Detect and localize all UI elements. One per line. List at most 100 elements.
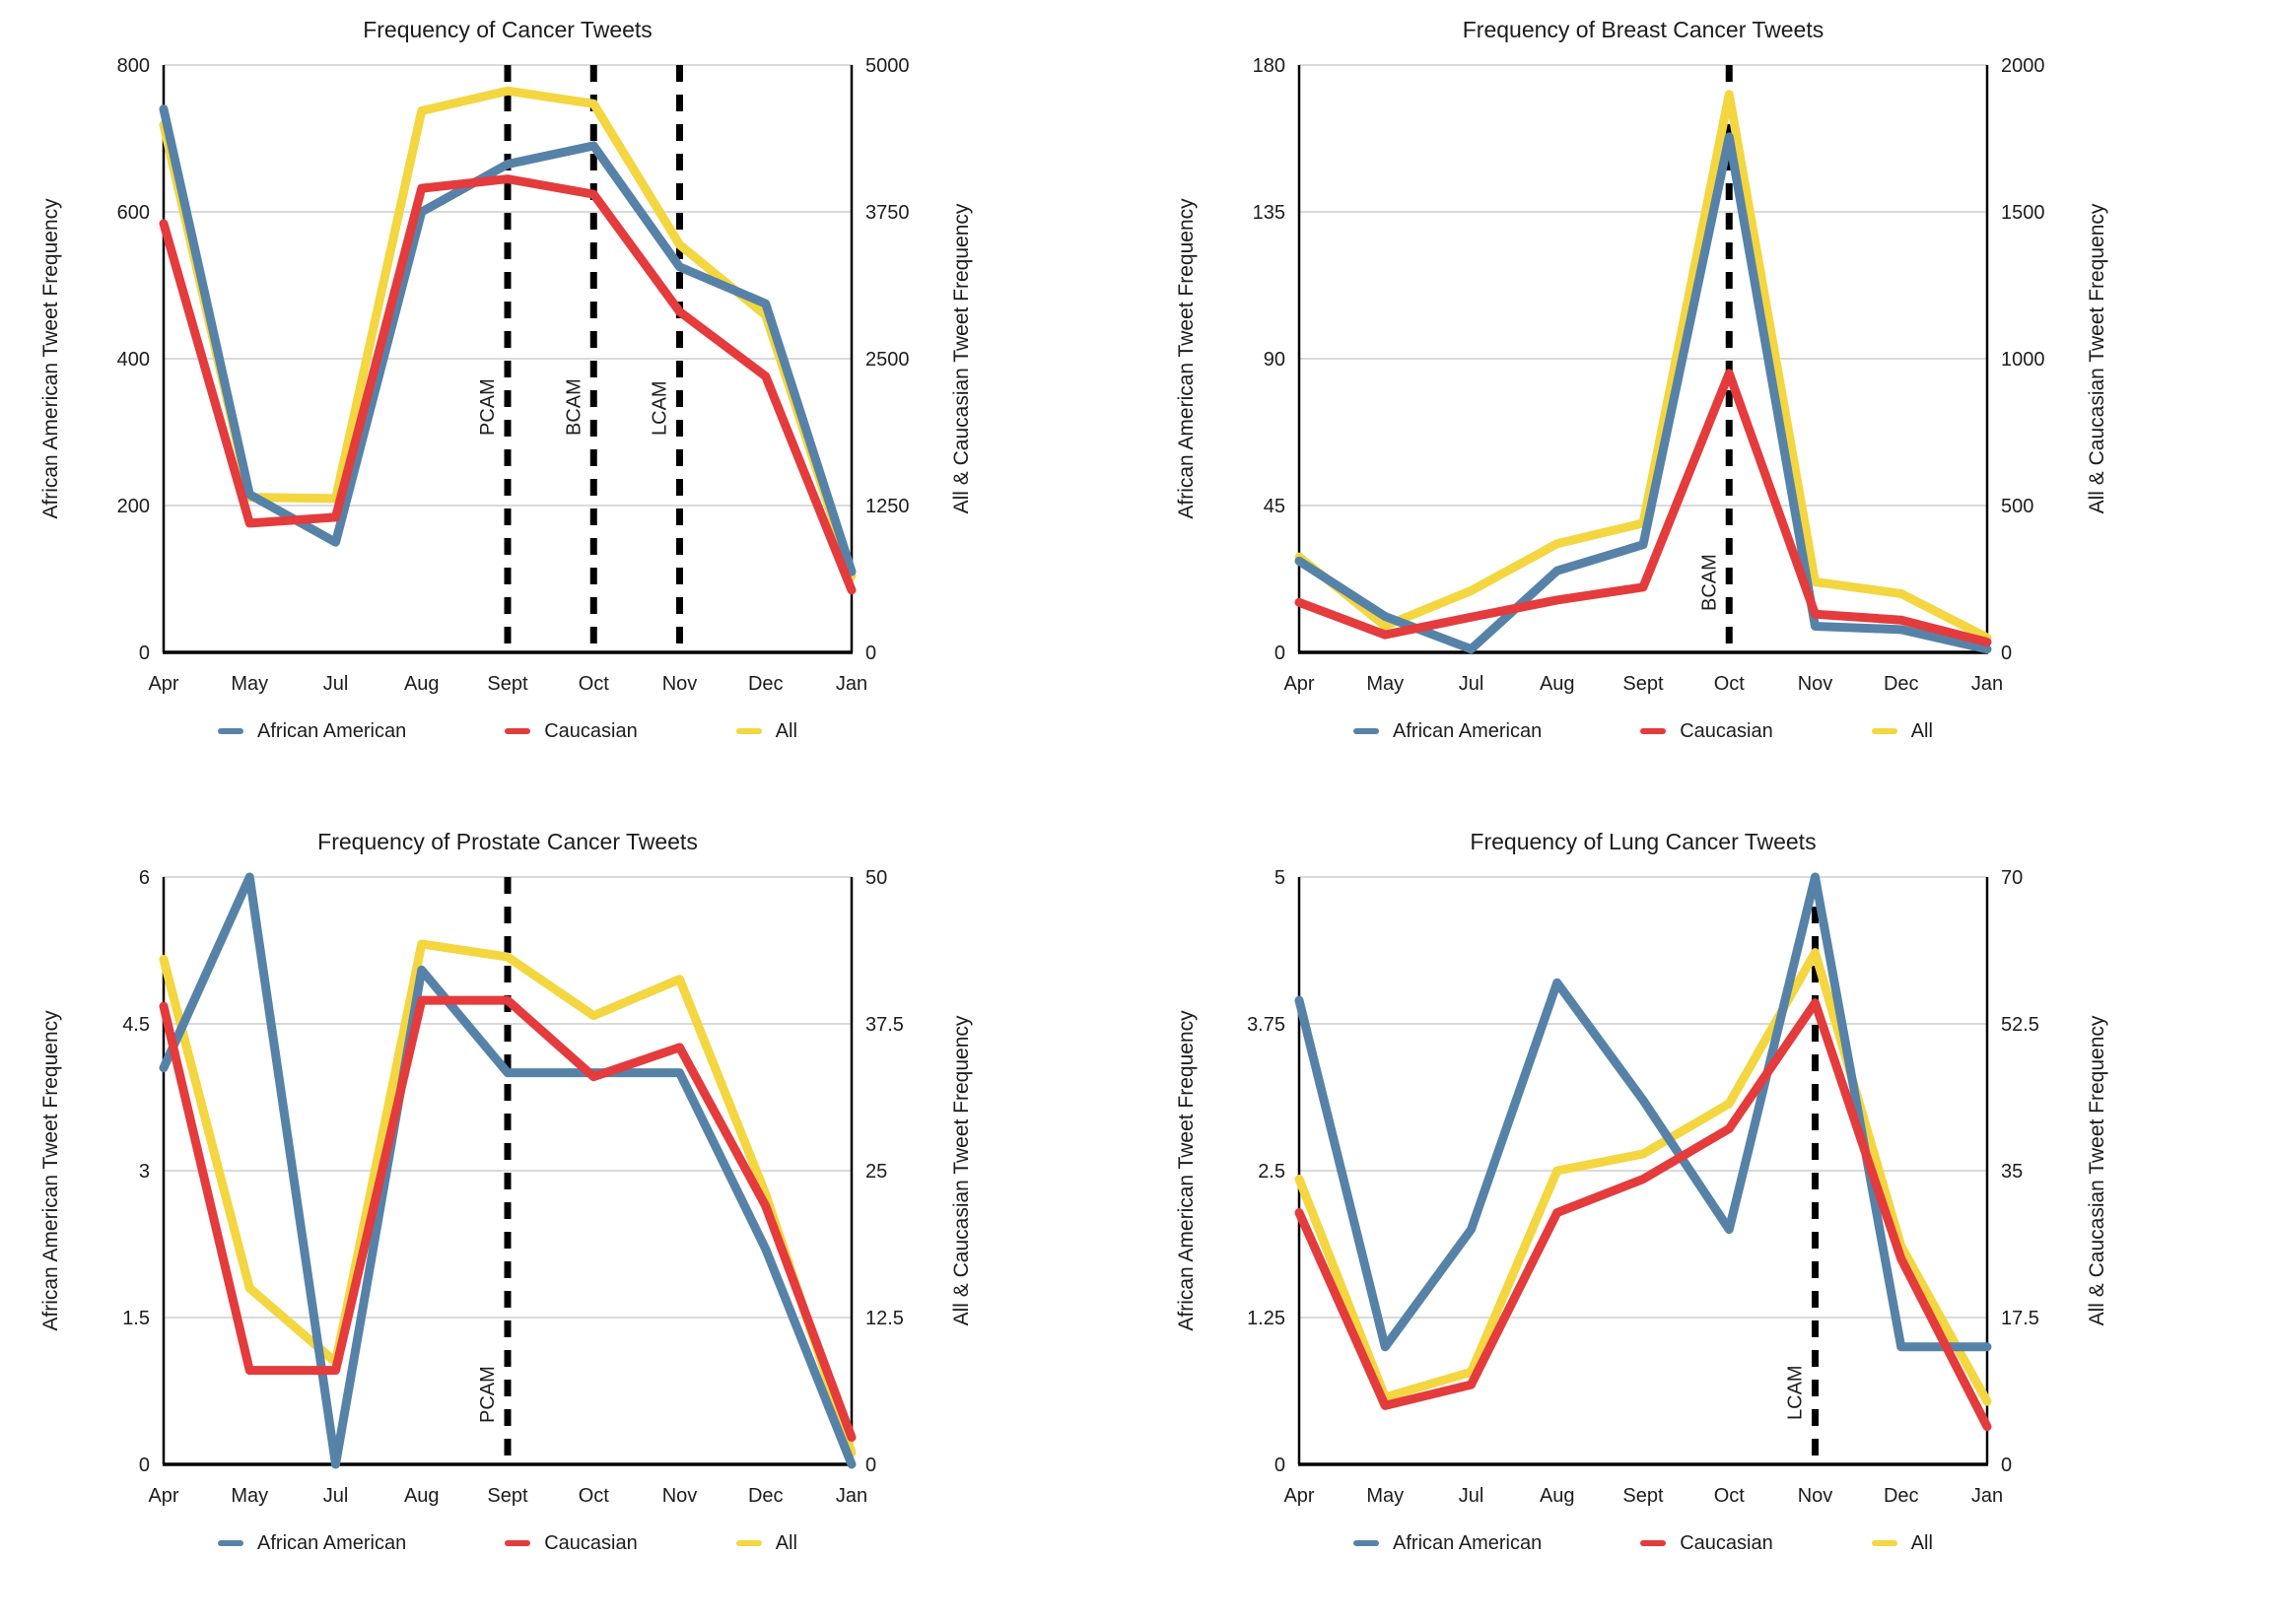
x-axis-tick-label: Aug bbox=[404, 673, 440, 695]
legend-line-marker bbox=[735, 1540, 762, 1546]
legend-item-all: All bbox=[735, 1532, 797, 1555]
prostate-cancer-tweets-plot: 0 1.5 3 4.5 6 0 12.5 25 37.5 50 Apr May Jul Aug Sept Oc… bbox=[39, 867, 973, 1507]
left-axis-title: African American Tweet Frequency bbox=[39, 198, 62, 519]
right-axis-tick-label: 0 bbox=[865, 1455, 876, 1476]
event-label: LCAM bbox=[1785, 1365, 1807, 1420]
legend-line-marker bbox=[1640, 1540, 1667, 1546]
x-axis-tick-label: Sept bbox=[487, 1485, 528, 1507]
legend-item-caucasian: Caucasian bbox=[1640, 1532, 1773, 1555]
series-line-caucasian bbox=[1294, 369, 1992, 647]
right-axis-title: All & Caucasian Tweet Frequency bbox=[2086, 1015, 2108, 1325]
right-axis-tick-label: 500 bbox=[2001, 496, 2033, 517]
x-axis-tick-label: Nov bbox=[1798, 1485, 1833, 1507]
x-axis-tick-label: Nov bbox=[662, 1485, 698, 1507]
legend-label: Caucasian bbox=[544, 1531, 638, 1554]
legend-label: All bbox=[1910, 719, 1933, 742]
left-axis-tick-label: 90 bbox=[1264, 349, 1285, 371]
legend-item-all: All bbox=[1871, 719, 1933, 743]
left-axis-tick-label: 5 bbox=[1274, 867, 1285, 889]
left-axis-tick-label: 0 bbox=[1274, 643, 1285, 664]
x-axis-tick-label: May bbox=[1366, 673, 1404, 695]
left-axis-tick-label: 200 bbox=[117, 496, 150, 517]
legend-line-marker bbox=[505, 1540, 531, 1546]
x-axis-tick-label: Apr bbox=[148, 673, 178, 695]
chart-title: Frequency of Breast Cancer Tweets bbox=[1462, 17, 1824, 42]
left-axis-tick-label: 1.5 bbox=[122, 1308, 150, 1329]
x-axis-tick-label: Jan bbox=[1971, 673, 2003, 695]
left-axis-title: African American Tweet Frequency bbox=[39, 1010, 62, 1331]
right-axis-tick-label: 1250 bbox=[865, 496, 910, 517]
series-line-african-american bbox=[1294, 872, 1992, 1352]
x-axis-tick-label: Jan bbox=[836, 673, 867, 695]
x-axis-tick-label: Sept bbox=[1622, 1485, 1664, 1507]
right-axis-tick-label: 2000 bbox=[2001, 55, 2045, 77]
x-axis-tick-label: Nov bbox=[1798, 673, 1833, 695]
left-axis-tick-label: 2.5 bbox=[1258, 1161, 1285, 1183]
left-axis-title: African American Tweet Frequency bbox=[1175, 198, 1198, 519]
left-axis-tick-label: 45 bbox=[1264, 496, 1285, 517]
x-axis-tick-label: Oct bbox=[579, 673, 610, 695]
legend-item-all: All bbox=[1871, 1531, 1933, 1555]
right-axis-tick-label: 70 bbox=[2001, 867, 2023, 889]
chart-title: Frequency of Cancer Tweets bbox=[363, 17, 653, 42]
series-line-all bbox=[159, 939, 857, 1457]
legend-line-marker bbox=[1353, 1540, 1380, 1546]
legend-label: Caucasian bbox=[544, 719, 638, 742]
right-axis-tick-label: 52.5 bbox=[2001, 1014, 2039, 1036]
right-axis-tick-label: 3750 bbox=[865, 202, 910, 224]
legend: African American Caucasian All bbox=[0, 710, 1015, 753]
x-axis-tick-label: Dec bbox=[748, 673, 784, 695]
legend-line-marker bbox=[735, 728, 762, 734]
series-line-african-american bbox=[1294, 132, 1992, 654]
series-line-all bbox=[1294, 948, 1992, 1406]
x-axis-tick-label: May bbox=[231, 673, 268, 695]
legend-item-african-american: African American bbox=[1353, 1532, 1542, 1555]
legend-line-marker bbox=[1871, 728, 1897, 734]
x-axis-tick-label: Jan bbox=[1971, 1485, 2003, 1507]
legend-item-african-american: African American bbox=[1353, 720, 1542, 743]
event-label: PCAM bbox=[477, 1366, 499, 1423]
x-axis-tick-label: Sept bbox=[487, 673, 528, 695]
left-axis-tick-label: 3 bbox=[139, 1161, 150, 1183]
chart-prostate-cancer: Frequency of Prostate Cancer Tweets 0 1.5… bbox=[0, 812, 1136, 1624]
x-axis-tick-label: Aug bbox=[1540, 673, 1575, 695]
legend-label: All bbox=[1910, 1531, 1933, 1554]
legend-label: African American bbox=[1393, 1531, 1543, 1554]
left-axis-tick-label: 6 bbox=[139, 867, 150, 889]
right-axis-tick-label: 1000 bbox=[2001, 349, 2045, 371]
x-axis-tick-label: Jul bbox=[1459, 673, 1484, 695]
chart-title: Frequency of Lung Cancer Tweets bbox=[1470, 829, 1817, 854]
legend-item-caucasian: Caucasian bbox=[1640, 720, 1773, 743]
right-axis-tick-label: 5000 bbox=[865, 55, 910, 77]
legend-item-african-american: African American bbox=[218, 1532, 406, 1555]
x-axis-tick-label: Nov bbox=[662, 673, 698, 695]
event-label: BCAM bbox=[1698, 554, 1720, 611]
right-axis-title: All & Caucasian Tweet Frequency bbox=[2086, 203, 2108, 513]
left-axis-tick-label: 3.75 bbox=[1247, 1014, 1285, 1036]
lung-cancer-tweets-plot: 0 1.25 2.5 3.75 5 0 17.5 35 52.5 70 Apr May Jul Aug Se… bbox=[1175, 867, 2108, 1507]
series-line-caucasian bbox=[1294, 998, 1992, 1432]
x-axis-tick-label: Oct bbox=[579, 1485, 610, 1507]
right-axis-tick-label: 17.5 bbox=[2001, 1308, 2039, 1329]
right-axis-tick-label: 25 bbox=[865, 1161, 887, 1183]
chart-breast-cancer: Frequency of Breast Cancer Tweets 0 45 90 1… bbox=[1136, 0, 2272, 812]
x-axis-tick-label: Sept bbox=[1622, 673, 1664, 695]
legend: African American Caucasian All bbox=[0, 1522, 1015, 1565]
right-axis-tick-label: 0 bbox=[2001, 1455, 2012, 1476]
legend-item-caucasian: Caucasian bbox=[505, 1532, 638, 1555]
x-axis-tick-label: Apr bbox=[1283, 1485, 1314, 1507]
x-axis-tick-label: May bbox=[1366, 1485, 1404, 1507]
right-axis-title: All & Caucasian Tweet Frequency bbox=[950, 1015, 973, 1325]
x-axis-tick-label: Oct bbox=[1714, 673, 1746, 695]
legend-line-marker bbox=[1871, 1540, 1897, 1546]
legend-line-marker bbox=[1353, 728, 1380, 734]
right-axis-title: All & Caucasian Tweet Frequency bbox=[950, 203, 973, 513]
legend-item-all: All bbox=[735, 720, 797, 743]
legend-line-marker bbox=[218, 728, 244, 734]
legend-label: Caucasian bbox=[1680, 1531, 1773, 1554]
right-axis-tick-label: 35 bbox=[2001, 1161, 2023, 1183]
legend-label: Caucasian bbox=[1680, 719, 1773, 742]
left-axis-tick-label: 0 bbox=[139, 1455, 150, 1476]
chart-lung-cancer: Frequency of Lung Cancer Tweets 0 1.25 2.5… bbox=[1136, 812, 2272, 1624]
